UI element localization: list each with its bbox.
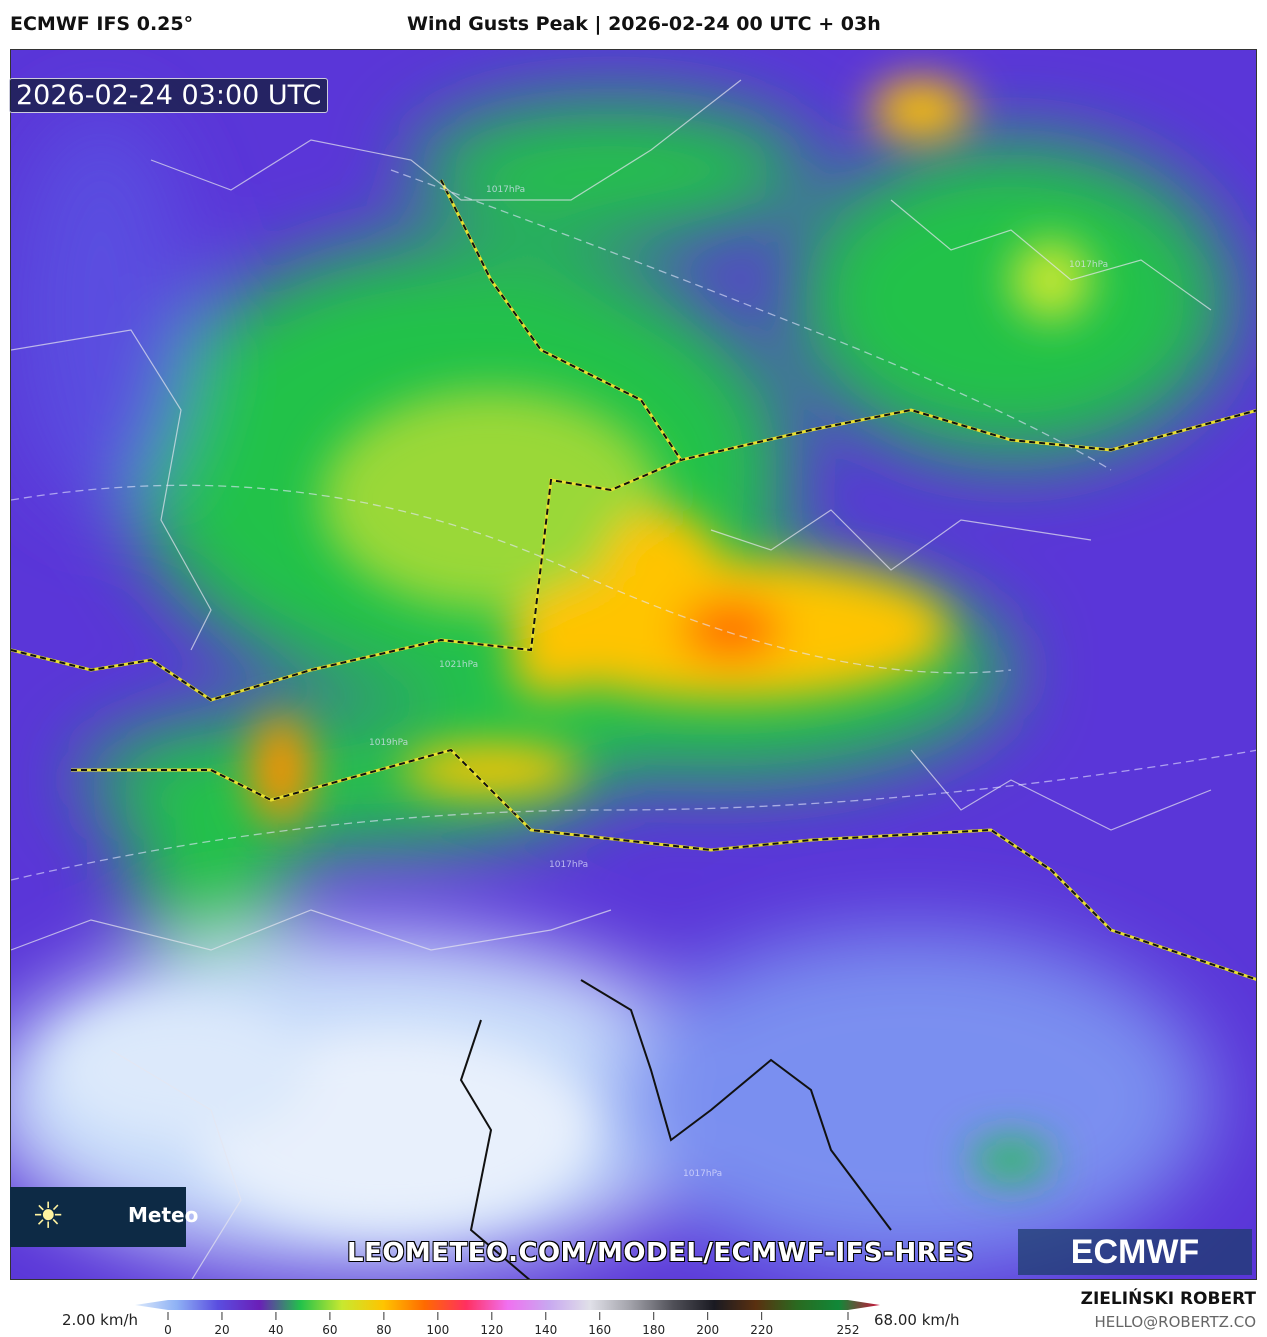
legend-tick-label: 180 [642,1323,666,1337]
leometeo-logo[interactable]: ☀ Meteo [10,1187,198,1247]
isobar-label: 1017hPa [1069,260,1109,270]
author-email[interactable]: HELLO@ROBERTZ.CO [1094,1313,1256,1331]
wind-gust-map[interactable]: 1017hPa 1021hPa 1019hPa 1017hPa 1017hPa … [10,49,1257,1280]
legend-tick-label: 140 [534,1323,558,1337]
isobar-label: 1021hPa [439,660,479,670]
isobar-label: 1019hPa [369,738,409,748]
leometeo-logo-text: Meteo [128,1203,199,1227]
legend-tick-label: 20 [214,1323,230,1337]
legend-tick-label: 120 [480,1323,504,1337]
isobar-label: 1017hPa [486,185,526,195]
chart-title: Wind Gusts Peak | 2026-02-24 00 UTC + 03… [407,13,881,35]
isobar-label: 1017hPa [683,1169,723,1179]
legend-max-label: 68.00 km/h [874,1311,960,1329]
color-legend [135,1300,880,1320]
ecmwf-logo: ECMWF [1018,1229,1252,1275]
legend-tick-label: 60 [322,1323,338,1337]
legend-min-label: 2.00 km/h [62,1311,139,1329]
legend-tick-label: 160 [588,1323,612,1337]
legend-tick-label: 0 [164,1323,172,1337]
valid-time-stamp: 2026-02-24 03:00 UTC [9,78,329,113]
legend-colorbar [135,1300,880,1310]
legend-tick-label: 220 [750,1323,774,1337]
legend-tick-label: 40 [268,1323,284,1337]
source-url[interactable]: LEOMETEO.COM/MODEL/ECMWF-IFS-HRES [347,1238,975,1268]
isobar-label: 1017hPa [549,860,589,870]
author-name: ZIELIŃSKI ROBERT [1080,1289,1256,1309]
legend-tick-label: 80 [376,1323,392,1337]
map-field [11,50,1256,1279]
legend-tick-label: 252 [836,1323,860,1337]
sun-icon: ☀ [32,1196,65,1237]
legend-tick-label: 100 [426,1323,450,1337]
legend-tick-label: 200 [696,1323,720,1337]
model-name: ECMWF IFS 0.25° [10,13,194,35]
